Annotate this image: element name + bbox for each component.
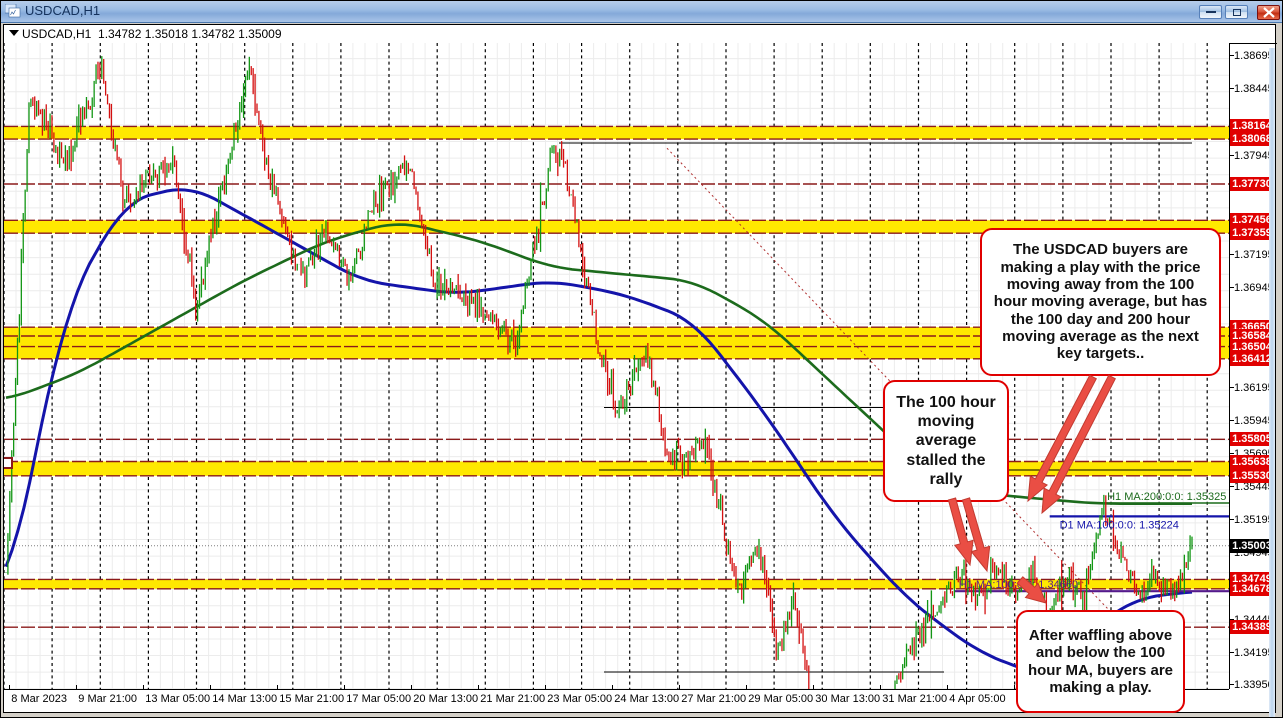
svg-text:D1 MA:100:0:0: 1.35224: D1 MA:100:0:0: 1.35224 (1060, 519, 1179, 531)
svg-text:H1 MA:200:0:0: 1.35325: H1 MA:200:0:0: 1.35325 (1107, 491, 1226, 503)
svg-text:H1 MA:100:0:0: 1.34660: H1 MA:100:0:0: 1.34660 (959, 579, 1078, 591)
